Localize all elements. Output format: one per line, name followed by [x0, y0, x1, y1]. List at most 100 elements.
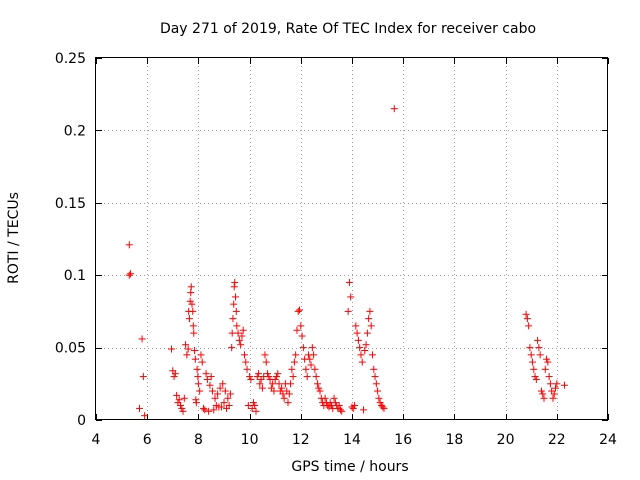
- data-point: [347, 293, 355, 301]
- x-tick-label: 16: [394, 432, 412, 448]
- data-point: [530, 365, 538, 373]
- data-point: [379, 403, 387, 411]
- data-point: [541, 365, 549, 373]
- data-point: [211, 394, 219, 402]
- data-point: [249, 399, 257, 407]
- data-point: [228, 329, 236, 337]
- x-tick-label: 24: [599, 432, 617, 448]
- data-point: [191, 346, 199, 354]
- data-point: [185, 315, 193, 323]
- data-point: [269, 380, 277, 388]
- data-point: [207, 373, 215, 381]
- data-point: [543, 355, 551, 363]
- data-point: [308, 344, 316, 352]
- data-point: [366, 307, 374, 315]
- x-tick-label: 18: [445, 432, 463, 448]
- data-point: [525, 322, 533, 330]
- data-point: [539, 390, 547, 398]
- data-point: [289, 373, 297, 381]
- data-point: [338, 407, 346, 415]
- data-point: [390, 105, 398, 113]
- data-point: [205, 407, 213, 415]
- data-point: [221, 387, 229, 395]
- data-point: [310, 351, 318, 359]
- data-point: [127, 270, 135, 278]
- data-point: [258, 384, 266, 392]
- data-point: [534, 336, 542, 344]
- data-point: [288, 365, 296, 373]
- data-point: [298, 332, 306, 340]
- y-tick-label: 0.15: [55, 196, 86, 212]
- data-point: [264, 370, 272, 378]
- data-point: [233, 322, 241, 330]
- data-point: [362, 341, 370, 349]
- data-point: [246, 373, 254, 381]
- data-point: [243, 365, 251, 373]
- data-point: [535, 344, 543, 352]
- data-point: [313, 380, 321, 388]
- data-point: [173, 391, 181, 399]
- data-point: [176, 402, 184, 410]
- data-point: [190, 329, 198, 337]
- data-point: [191, 355, 199, 363]
- data-point: [363, 329, 371, 337]
- data-point: [138, 335, 146, 343]
- y-tick-label: 0: [77, 413, 86, 429]
- data-point: [194, 373, 202, 381]
- data-point: [552, 384, 560, 392]
- data-point: [238, 332, 246, 340]
- data-point: [187, 289, 195, 297]
- data-point: [235, 336, 243, 344]
- data-point: [344, 307, 352, 315]
- data-point: [293, 326, 301, 334]
- data-point: [297, 322, 305, 330]
- data-point: [549, 394, 557, 402]
- data-point: [251, 402, 259, 410]
- data-point: [523, 315, 531, 323]
- data-point: [228, 344, 236, 352]
- data-point: [194, 380, 202, 388]
- data-point: [202, 370, 210, 378]
- data-point: [358, 358, 366, 366]
- data-point: [231, 278, 239, 286]
- data-point: [136, 404, 144, 412]
- data-point: [553, 380, 561, 388]
- data-point: [184, 345, 192, 353]
- data-point: [531, 373, 539, 381]
- data-point: [375, 394, 383, 402]
- y-axis-title: ROTI / TECUs: [6, 192, 22, 284]
- data-point: [345, 278, 353, 286]
- data-point: [311, 365, 319, 373]
- data-point: [306, 355, 314, 363]
- data-point: [197, 351, 205, 359]
- data-point: [217, 403, 225, 411]
- y-tick-label: 0.05: [55, 341, 86, 357]
- data-point: [175, 396, 183, 404]
- data-point: [316, 387, 324, 395]
- data-point: [232, 307, 240, 315]
- data-point: [294, 307, 302, 315]
- chart-title: Day 271 of 2019, Rate Of TEC Index for r…: [160, 21, 536, 37]
- x-tick-label: 22: [548, 432, 566, 448]
- data-point: [186, 297, 194, 305]
- data-point: [302, 365, 310, 373]
- data-point: [192, 399, 200, 407]
- data-point: [372, 380, 380, 388]
- data-point: [196, 387, 204, 395]
- data-point: [252, 407, 260, 415]
- data-point: [270, 387, 278, 395]
- axes: 4 6 8 10 12 14 16 18 20 22 24 0 0.05 0.1 0.15 0.2 0.25: [55, 51, 617, 448]
- data-point: [361, 346, 369, 354]
- data-point: [278, 384, 286, 392]
- data-point: [307, 361, 315, 369]
- data-point: [230, 283, 238, 291]
- data-point: [178, 404, 186, 412]
- data-point: [234, 329, 242, 337]
- data-point: [224, 394, 232, 402]
- data-point: [274, 370, 282, 378]
- data-point: [330, 394, 338, 402]
- data-point: [253, 373, 261, 381]
- data-point: [351, 402, 359, 410]
- data-point: [188, 300, 196, 308]
